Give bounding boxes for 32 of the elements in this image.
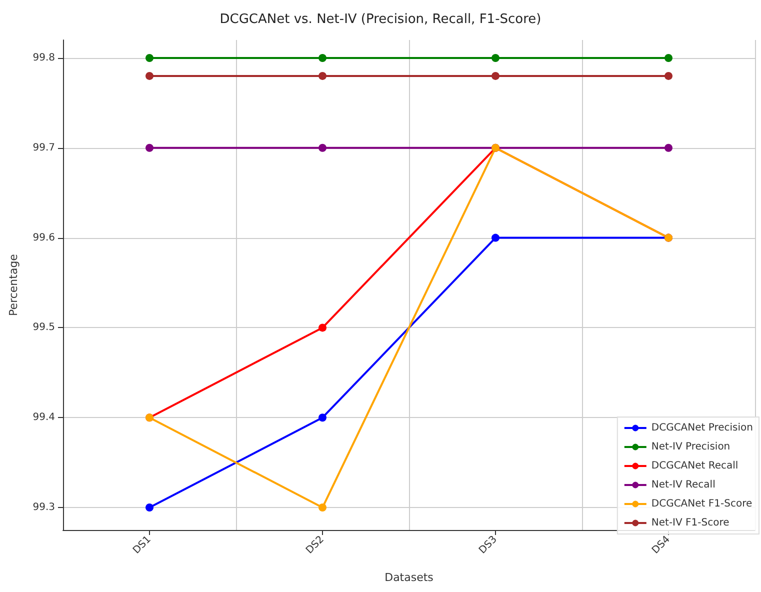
point [492,54,500,62]
point [318,144,326,152]
legend-label: DCGCANet Recall [651,460,738,472]
point [664,54,672,62]
point [318,72,326,80]
point [146,54,154,62]
y-tick-label: 99.8 [32,52,55,64]
x-tick-label: DS1 [131,534,154,556]
point [492,72,500,80]
point [318,414,326,422]
y-tick-label: 99.3 [32,502,55,514]
legend-label: DCGCANet Precision [651,422,754,434]
legend-label: Net-IV F1-Score [651,518,730,528]
chart-title: DCGCANet vs. Net-IV (Precision, Recall, F1-Score) [220,12,542,27]
y-tick-label: 99.7 [32,142,55,154]
y-axis-title: Percentage [7,254,20,316]
point [318,54,326,62]
x-axis-title: Datasets [384,571,434,584]
y-tick-label: 99.4 [32,412,55,424]
y-tick-label: 99.5 [32,322,55,334]
point [664,72,672,80]
y-tick-label: 99.6 [32,232,55,244]
point [146,72,154,80]
point [318,504,326,512]
legend-label: DCGCANet F1-Score [651,498,752,510]
point [492,234,500,242]
legend-label: Net-IV Recall [651,480,716,490]
point [146,144,154,152]
legend-label: Net-IV Precision [651,442,730,452]
point [146,504,154,512]
point [318,324,326,332]
point [664,144,672,152]
